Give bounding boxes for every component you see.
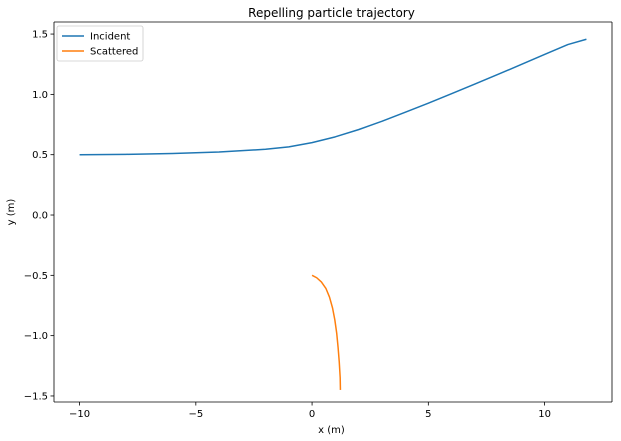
- x-axis-ticks: −10 −5 0 5 10: [69, 402, 551, 420]
- y-tick-label: −1.5: [24, 391, 48, 402]
- chart-title: Repelling particle trajectory: [248, 6, 415, 20]
- x-tick-label: −5: [188, 409, 203, 420]
- y-tick-label: 1.5: [32, 30, 48, 41]
- series-layer: [79, 38, 587, 390]
- y-tick-label: 1.0: [32, 90, 48, 101]
- legend-label-incident: Incident: [90, 32, 130, 43]
- legend: Incident Scattered: [56, 25, 144, 62]
- axes-frame: [53, 21, 613, 403]
- x-tick-label: 5: [425, 409, 431, 420]
- y-tick-label: 0.0: [32, 211, 48, 222]
- series-line-scattered: [311, 274, 342, 390]
- x-tick-label: 10: [538, 409, 551, 420]
- x-tick-label: 0: [309, 409, 315, 420]
- x-tick-label: −10: [69, 409, 90, 420]
- legend-box: [56, 25, 144, 62]
- y-tick-label: −0.5: [24, 271, 48, 282]
- series-line-incident: [79, 38, 587, 156]
- legend-label-scattered: Scattered: [90, 47, 138, 58]
- y-tick-label: 0.5: [32, 150, 48, 161]
- x-axis-label: x (m): [318, 425, 345, 436]
- y-axis-ticks: −1.5 −1.0 −0.5 0.0 0.5 1.0 1.5: [24, 30, 54, 402]
- y-axis-label: y (m): [6, 199, 17, 226]
- plot-area: [54, 22, 612, 402]
- y-tick-label: −1.0: [24, 331, 48, 342]
